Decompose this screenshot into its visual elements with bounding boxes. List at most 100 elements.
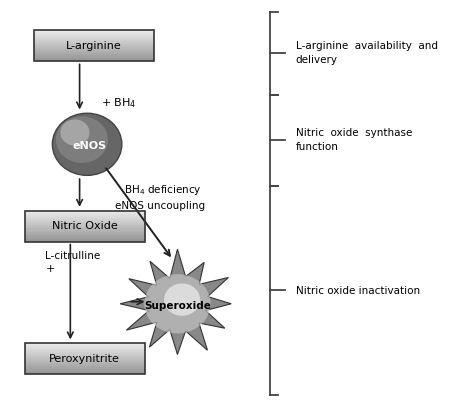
Bar bbox=[34, 36, 154, 37]
Text: Nitric oxide inactivation: Nitric oxide inactivation bbox=[296, 286, 419, 296]
Bar bbox=[25, 354, 145, 355]
Circle shape bbox=[144, 274, 210, 333]
Bar bbox=[25, 228, 145, 229]
Bar bbox=[25, 344, 145, 345]
Bar bbox=[25, 359, 145, 360]
Bar bbox=[25, 343, 145, 374]
Bar bbox=[25, 369, 145, 370]
Bar bbox=[34, 41, 154, 42]
Bar bbox=[25, 223, 145, 224]
Polygon shape bbox=[120, 249, 231, 354]
Bar bbox=[34, 47, 154, 48]
Bar bbox=[25, 373, 145, 374]
Bar bbox=[34, 30, 154, 61]
Bar bbox=[25, 220, 145, 221]
Bar bbox=[25, 350, 145, 351]
Text: BH$_4$ deficiency: BH$_4$ deficiency bbox=[124, 183, 202, 197]
Text: + BH$_4$: + BH$_4$ bbox=[101, 96, 137, 110]
Bar bbox=[25, 231, 145, 232]
Bar bbox=[34, 51, 154, 52]
Bar bbox=[34, 56, 154, 57]
Bar bbox=[34, 58, 154, 59]
Circle shape bbox=[164, 284, 200, 316]
Bar bbox=[25, 367, 145, 368]
Bar bbox=[34, 48, 154, 49]
Bar bbox=[25, 225, 145, 226]
Bar bbox=[34, 57, 154, 58]
Bar bbox=[25, 239, 145, 240]
Bar bbox=[34, 52, 154, 53]
Bar bbox=[25, 230, 145, 231]
Bar bbox=[25, 368, 145, 369]
Bar bbox=[25, 235, 145, 236]
Bar bbox=[25, 348, 145, 349]
Bar bbox=[25, 217, 145, 218]
Bar bbox=[34, 54, 154, 55]
Bar bbox=[25, 218, 145, 219]
Bar bbox=[34, 40, 154, 41]
Text: L-arginine: L-arginine bbox=[66, 41, 122, 51]
Bar bbox=[25, 211, 145, 212]
Circle shape bbox=[56, 116, 108, 163]
Bar bbox=[25, 370, 145, 371]
Bar bbox=[34, 31, 154, 32]
Bar bbox=[25, 360, 145, 361]
Bar bbox=[25, 347, 145, 348]
Bar bbox=[34, 39, 154, 40]
Bar bbox=[34, 45, 154, 46]
Bar bbox=[25, 227, 145, 228]
Bar bbox=[34, 50, 154, 51]
Bar bbox=[25, 371, 145, 372]
Text: +: + bbox=[46, 264, 55, 274]
Bar bbox=[34, 44, 154, 45]
Bar bbox=[25, 221, 145, 222]
Bar bbox=[25, 233, 145, 234]
Text: eNOS uncoupling: eNOS uncoupling bbox=[115, 201, 205, 211]
Bar bbox=[25, 363, 145, 364]
Bar bbox=[25, 211, 145, 241]
Bar bbox=[25, 232, 145, 233]
Bar bbox=[25, 362, 145, 363]
Text: Superoxide: Superoxide bbox=[144, 301, 211, 311]
Bar bbox=[34, 37, 154, 38]
Bar bbox=[25, 361, 145, 362]
Bar bbox=[34, 42, 154, 43]
Bar bbox=[25, 345, 145, 346]
Bar bbox=[25, 349, 145, 350]
Bar bbox=[34, 34, 154, 35]
Bar bbox=[25, 372, 145, 373]
Bar bbox=[25, 219, 145, 220]
Bar bbox=[34, 46, 154, 47]
Bar bbox=[25, 226, 145, 227]
Bar bbox=[34, 33, 154, 34]
Bar bbox=[34, 38, 154, 39]
Bar bbox=[25, 224, 145, 225]
Bar bbox=[25, 236, 145, 237]
Bar bbox=[34, 35, 154, 36]
Bar bbox=[34, 43, 154, 44]
Bar bbox=[25, 213, 145, 214]
Bar bbox=[25, 357, 145, 358]
Bar bbox=[34, 30, 154, 31]
Circle shape bbox=[52, 113, 122, 176]
Bar bbox=[25, 238, 145, 239]
Bar bbox=[25, 351, 145, 352]
Text: eNOS: eNOS bbox=[73, 141, 107, 151]
Bar bbox=[34, 60, 154, 61]
Bar bbox=[25, 214, 145, 215]
Bar bbox=[25, 212, 145, 213]
Bar bbox=[25, 343, 145, 344]
Bar bbox=[25, 234, 145, 235]
Bar bbox=[25, 356, 145, 357]
Bar bbox=[25, 237, 145, 238]
Bar bbox=[25, 364, 145, 365]
Bar bbox=[25, 358, 145, 359]
Bar bbox=[34, 53, 154, 54]
Bar bbox=[34, 59, 154, 60]
Bar bbox=[25, 366, 145, 367]
Bar bbox=[25, 229, 145, 230]
Bar bbox=[25, 215, 145, 216]
Bar bbox=[25, 216, 145, 217]
Circle shape bbox=[60, 119, 90, 146]
Bar bbox=[25, 355, 145, 356]
